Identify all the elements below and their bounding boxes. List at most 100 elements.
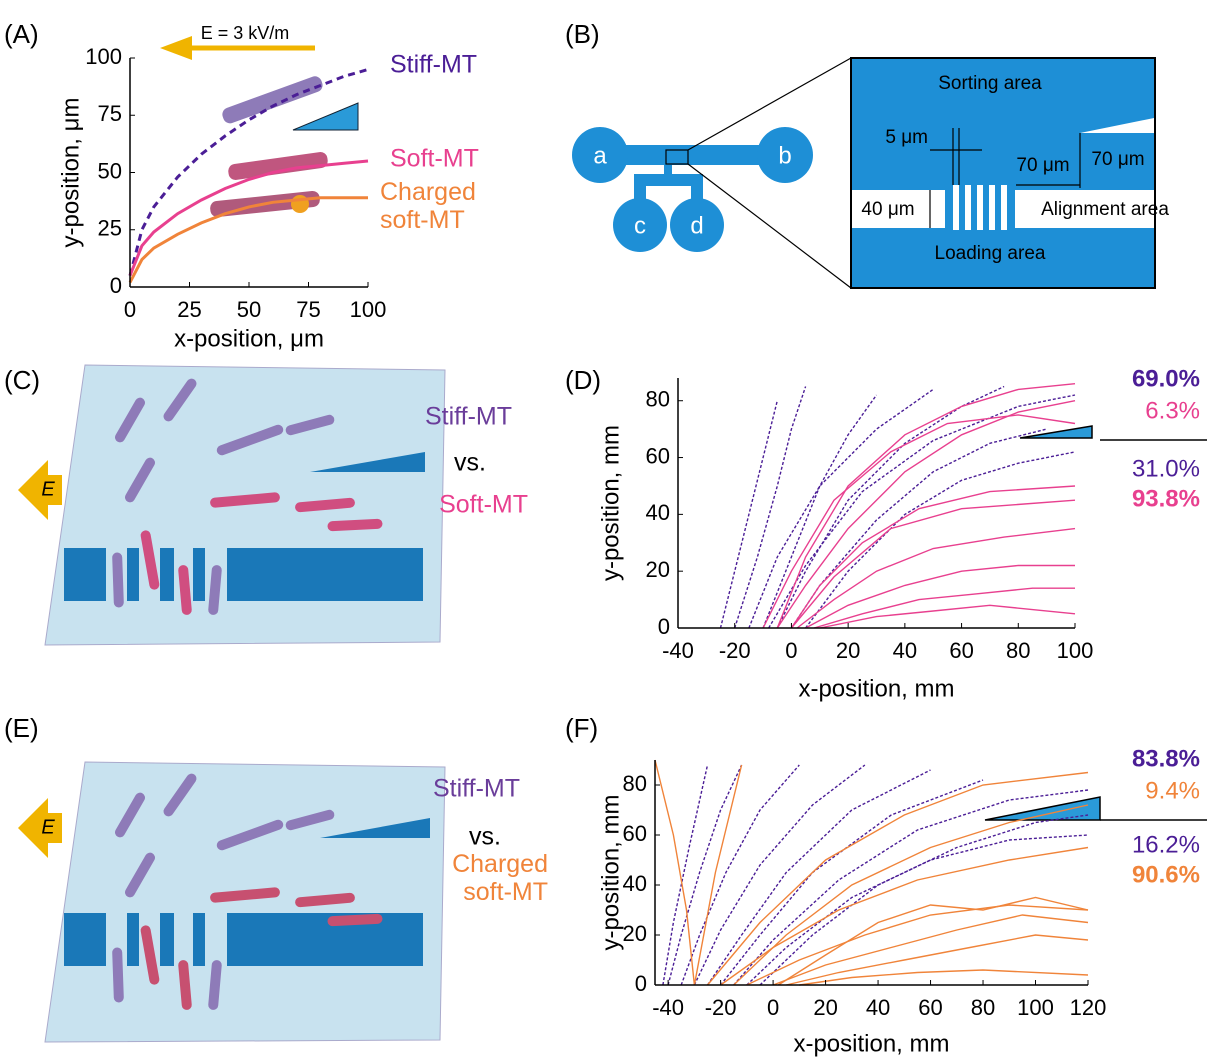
- area-label: Sorting area: [938, 73, 1042, 94]
- series-label: Stiff-MT: [390, 51, 477, 79]
- microtubule-icon: [140, 925, 160, 985]
- y-tick-label: 50: [98, 158, 122, 183]
- microtubule-icon: [178, 960, 192, 1010]
- series-line: [734, 386, 807, 629]
- series-line: [786, 934, 1089, 986]
- microtubule-icon: [115, 792, 145, 838]
- microtubule-icon: [125, 457, 155, 503]
- microtubule-icon: [327, 518, 383, 532]
- dimension-label: 40 μm: [861, 199, 914, 220]
- y-tick-label: 60: [623, 821, 647, 846]
- x-tick-label: -40: [652, 995, 684, 1020]
- x-tick-label: -20: [719, 638, 751, 663]
- series-line: [776, 400, 1076, 629]
- dimension-label: 5 μm: [885, 127, 928, 148]
- fraction-label: 6.3%: [1145, 397, 1200, 424]
- microtubule-icon: [295, 497, 355, 513]
- series-line: [693, 764, 866, 986]
- series-line: [819, 604, 1076, 629]
- series-line: [667, 764, 743, 986]
- panel-label: (F): [565, 713, 598, 743]
- port-label: d: [690, 212, 703, 239]
- fraction-label: 93.8%: [1132, 485, 1200, 512]
- x-tick-label: 50: [237, 297, 261, 322]
- x-axis-label: x-position, μm: [174, 325, 324, 352]
- x-tick-label: 40: [893, 638, 917, 663]
- y-axis-label: y-position, mm: [597, 425, 624, 581]
- fraction-label: 83.8%: [1132, 745, 1200, 772]
- x-tick-label: 0: [785, 638, 797, 663]
- series-line: [706, 771, 1089, 986]
- panel-label: (E): [4, 713, 39, 743]
- series-line: [128, 159, 369, 277]
- port-label: c: [634, 212, 646, 239]
- microtubule-icon: [216, 424, 284, 456]
- microtubule-icon: [208, 565, 222, 615]
- microtubule-icon: [163, 378, 197, 422]
- fraction-label: 16.2%: [1132, 831, 1200, 858]
- series-label: Soft-MT: [390, 145, 479, 173]
- x-tick-label: 25: [177, 297, 201, 322]
- y-axis-label: y-position, mm: [597, 794, 624, 950]
- y-tick-label: 40: [646, 500, 670, 525]
- series-line: [805, 451, 1076, 629]
- x-tick-label: 80: [971, 995, 995, 1020]
- microtubule-icon: [327, 913, 383, 927]
- microtubule-icon: [178, 565, 192, 615]
- microtubule-icon: [295, 892, 355, 908]
- series-line: [128, 196, 368, 284]
- x-axis-label: x-position, mm: [793, 1030, 949, 1057]
- series-line: [776, 385, 1005, 629]
- y-tick-label: 100: [85, 44, 122, 69]
- microtubule-icon: [115, 397, 145, 443]
- field-label: E: [41, 478, 55, 500]
- x-tick-label: -40: [662, 638, 694, 663]
- series-line: [719, 400, 778, 629]
- schematic-label: Soft-MT: [439, 491, 528, 519]
- x-tick-label: 0: [124, 297, 136, 322]
- wedge-icon: [292, 102, 359, 131]
- x-tick-label: 100: [1057, 638, 1094, 663]
- y-tick-label: 40: [623, 871, 647, 896]
- series-line: [799, 969, 1089, 986]
- x-tick-label: 75: [296, 297, 320, 322]
- x-tick-label: 60: [949, 638, 973, 663]
- microtubule-icon: [208, 960, 222, 1010]
- series-line: [733, 804, 1089, 986]
- wedge-icon: [984, 796, 1101, 821]
- microtubule-icon: [210, 887, 280, 903]
- y-tick-label: 20: [623, 921, 647, 946]
- series-line: [654, 759, 696, 986]
- series-line: [768, 394, 1076, 629]
- schematic-label: vs.: [469, 823, 501, 851]
- series-line: [762, 394, 878, 629]
- schematic-label: Stiff-MT: [425, 403, 512, 431]
- y-tick-label: 25: [98, 216, 122, 241]
- fraction-label: 69.0%: [1132, 365, 1200, 392]
- port-label: b: [778, 142, 791, 169]
- series-line: [790, 428, 1047, 629]
- x-tick-label: 80: [1006, 638, 1030, 663]
- series-line: [759, 814, 1089, 986]
- microtubule-icon: [112, 552, 124, 608]
- area-label: Alignment area: [1041, 199, 1169, 220]
- panel-label: (C): [4, 365, 40, 395]
- panel-label: (D): [565, 365, 601, 395]
- series-line: [733, 789, 1089, 986]
- x-tick-label: 20: [813, 995, 837, 1020]
- panel-label: (A): [4, 19, 39, 49]
- y-tick-label: 80: [646, 387, 670, 412]
- port-label: a: [593, 142, 607, 169]
- field-annotation: E = 3 kV/m: [201, 23, 290, 43]
- y-tick-label: 20: [646, 557, 670, 582]
- schematic: [18, 364, 446, 646]
- microfluidic-chip: [572, 57, 1156, 289]
- y-tick-label: 0: [635, 971, 647, 996]
- x-tick-label: 40: [866, 995, 890, 1020]
- series-line: [796, 527, 1076, 629]
- series-line: [693, 764, 743, 986]
- series-line: [748, 388, 934, 629]
- dimension-label: 70 μm: [1091, 149, 1144, 170]
- series-line: [805, 564, 1075, 629]
